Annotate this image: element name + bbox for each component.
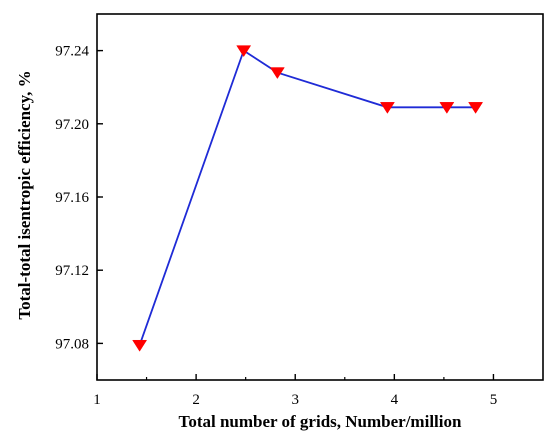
- x-axis-title: Total number of grids, Number/million: [179, 412, 462, 431]
- y-tick-label: 97.16: [55, 190, 89, 206]
- plot-area: [96, 13, 544, 381]
- data-point: [468, 102, 484, 114]
- x-tick-label: 2: [192, 392, 200, 408]
- x-axis: 1 2 3 4 5: [93, 374, 497, 408]
- data-point: [379, 102, 395, 114]
- data-point: [236, 45, 252, 58]
- y-axis-title: Total-total isentropic efficiency, %: [15, 70, 34, 319]
- y-axis: 97.08 97.12 97.16 97.20 97.24: [55, 44, 103, 352]
- y-tick-label: 97.24: [55, 44, 89, 60]
- data-point: [269, 67, 285, 80]
- series-line: [138, 49, 476, 346]
- data-point: [132, 339, 148, 352]
- x-tick-label: 4: [391, 392, 399, 408]
- x-tick-label: 5: [490, 392, 498, 408]
- x-tick-label: 1: [93, 392, 101, 408]
- y-tick-label: 97.12: [55, 263, 89, 279]
- y-tick-label: 97.08: [55, 336, 89, 352]
- series-layer: [132, 45, 484, 352]
- y-tick-label: 97.20: [55, 117, 89, 133]
- x-tick-label: 3: [291, 392, 299, 408]
- data-point: [439, 102, 455, 114]
- plot-frame: [96, 13, 544, 381]
